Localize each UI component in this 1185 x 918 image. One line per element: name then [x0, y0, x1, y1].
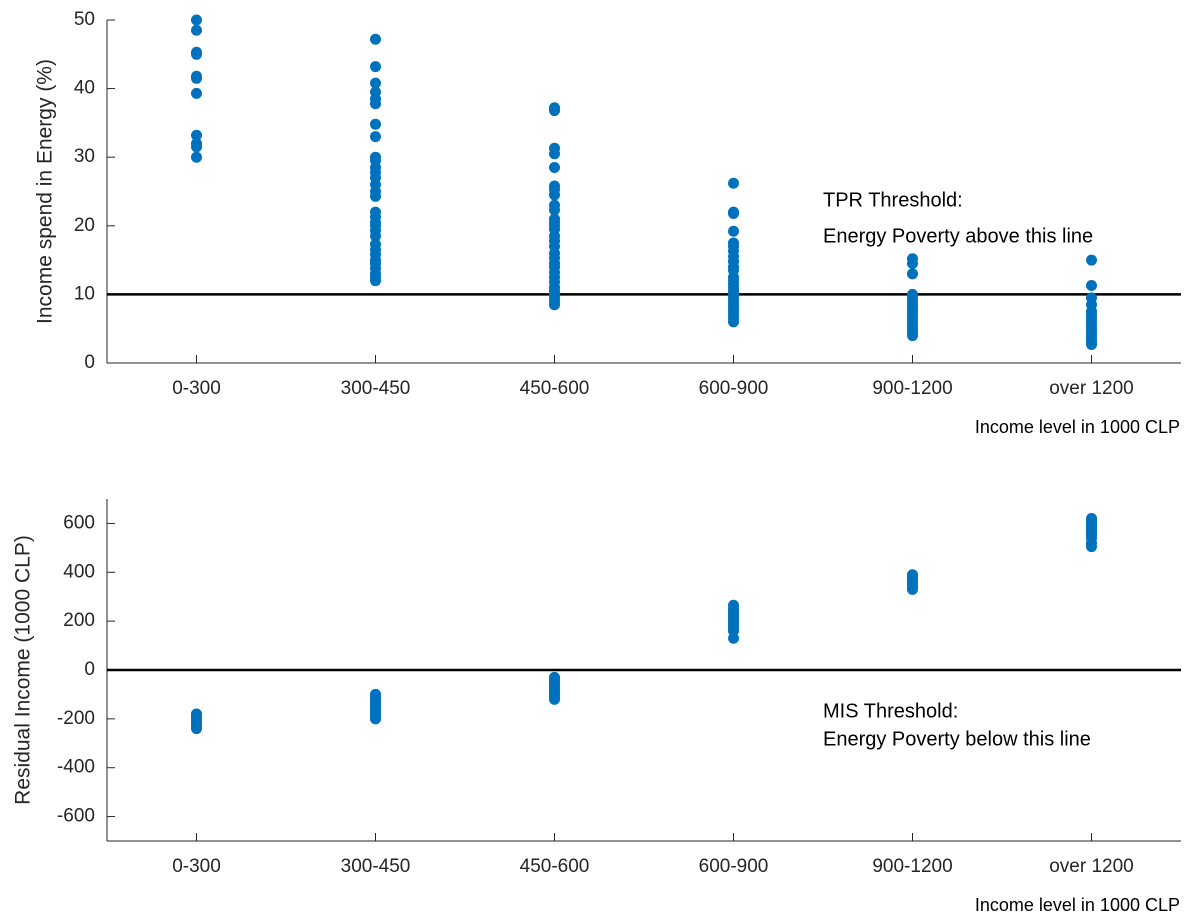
point — [549, 204, 560, 216]
point — [549, 693, 560, 705]
y-tick-label: 600 — [63, 512, 95, 533]
point — [1086, 541, 1097, 553]
annotation: MIS Threshold: — [823, 700, 958, 722]
point — [191, 14, 202, 26]
point — [549, 161, 560, 173]
point — [191, 72, 202, 84]
x-tick-label: 0-300 — [172, 856, 221, 877]
point — [728, 177, 739, 189]
point — [370, 230, 381, 242]
x-tick-label: 900-1200 — [872, 378, 952, 399]
y-tick-label: 0 — [84, 659, 95, 680]
point — [191, 723, 202, 735]
point — [191, 87, 202, 99]
y-tick-label: 400 — [63, 561, 95, 582]
y-tick-label: 20 — [74, 215, 95, 236]
point — [370, 77, 381, 89]
y-tick-label: -600 — [57, 806, 95, 827]
point — [1086, 338, 1097, 350]
y-tick-label: 40 — [74, 78, 95, 99]
x-axis-label: Income level in 1000 CLP — [975, 417, 1180, 437]
point — [370, 98, 381, 110]
y-axis-label: Residual Income (1000 CLP) — [12, 535, 35, 805]
x-tick-label: 900-1200 — [872, 856, 952, 877]
y-tick-label: 30 — [74, 146, 95, 167]
point — [549, 105, 560, 117]
point — [728, 225, 739, 237]
annotation: Energy Poverty below this line — [823, 728, 1091, 750]
y-tick-label: 200 — [63, 610, 95, 631]
y-axis-label: Income spend in Energy (%) — [34, 59, 57, 324]
annotation: TPR Threshold: — [823, 189, 963, 211]
y-tick-label: -200 — [57, 708, 95, 729]
point — [907, 258, 918, 270]
point — [370, 131, 381, 143]
point — [549, 299, 560, 311]
point — [907, 268, 918, 280]
x-tick-label: 600-900 — [699, 856, 769, 877]
point — [191, 141, 202, 153]
point — [370, 190, 381, 202]
point — [728, 207, 739, 219]
y-tick-label: 50 — [74, 9, 95, 30]
point — [191, 48, 202, 60]
x-tick-label: 450-600 — [520, 378, 590, 399]
x-tick-label: 0-300 — [172, 378, 221, 399]
point — [1086, 254, 1097, 266]
point — [549, 189, 560, 201]
point — [191, 151, 202, 163]
point — [370, 33, 381, 45]
x-tick-label: over 1200 — [1049, 856, 1134, 877]
point — [370, 275, 381, 287]
x-tick-label: over 1200 — [1049, 378, 1134, 399]
y-tick-label: 0 — [84, 352, 95, 373]
x-axis-label: Income level in 1000 CLP — [975, 895, 1180, 915]
point — [907, 583, 918, 595]
point — [191, 24, 202, 36]
x-tick-label: 450-600 — [520, 856, 590, 877]
y-tick-label: 10 — [74, 283, 95, 304]
x-tick-label: 600-900 — [699, 378, 769, 399]
point — [370, 118, 381, 130]
point — [1086, 279, 1097, 291]
point — [907, 330, 918, 342]
point — [728, 316, 739, 328]
point — [191, 129, 202, 141]
point — [370, 713, 381, 725]
point — [549, 148, 560, 160]
point — [728, 632, 739, 644]
y-tick-label: -400 — [57, 757, 95, 778]
x-tick-label: 300-450 — [341, 378, 411, 399]
x-tick-label: 300-450 — [341, 856, 411, 877]
annotation: Energy Poverty above this line — [823, 225, 1093, 247]
point — [370, 61, 381, 73]
